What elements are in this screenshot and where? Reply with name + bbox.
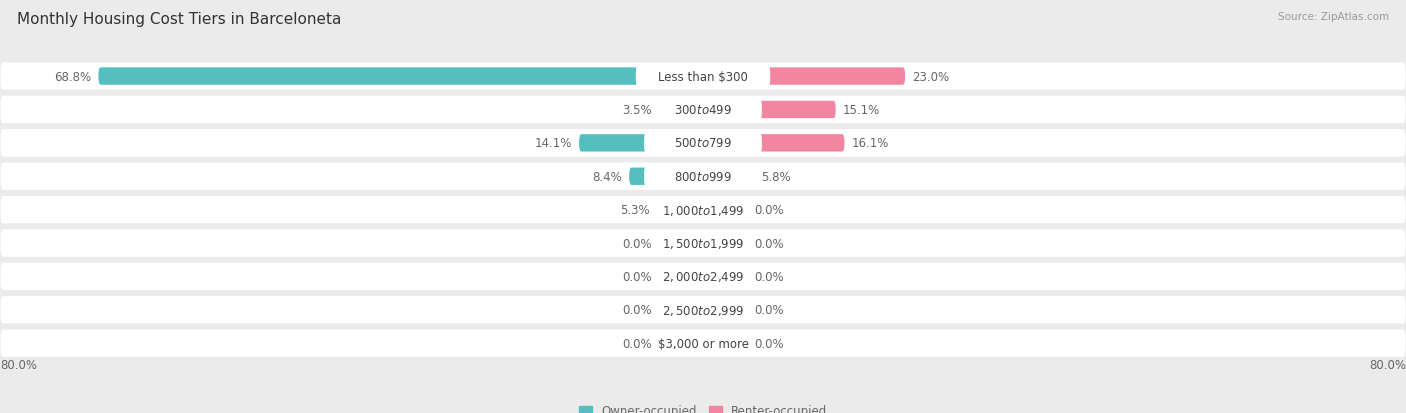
- Legend: Owner-occupied, Renter-occupied: Owner-occupied, Renter-occupied: [579, 404, 827, 413]
- Text: 0.0%: 0.0%: [754, 204, 783, 216]
- FancyBboxPatch shape: [579, 135, 703, 152]
- Text: 23.0%: 23.0%: [912, 70, 949, 83]
- FancyBboxPatch shape: [657, 202, 703, 219]
- FancyBboxPatch shape: [0, 263, 1406, 290]
- FancyBboxPatch shape: [627, 233, 779, 254]
- FancyBboxPatch shape: [703, 202, 747, 219]
- Text: 0.0%: 0.0%: [754, 304, 783, 316]
- Text: $1,000 to $1,499: $1,000 to $1,499: [662, 203, 744, 217]
- FancyBboxPatch shape: [636, 67, 770, 87]
- FancyBboxPatch shape: [659, 301, 703, 319]
- Text: 80.0%: 80.0%: [0, 358, 37, 371]
- FancyBboxPatch shape: [659, 335, 703, 352]
- FancyBboxPatch shape: [0, 197, 1406, 224]
- FancyBboxPatch shape: [0, 297, 1406, 324]
- Text: 0.0%: 0.0%: [623, 337, 652, 350]
- FancyBboxPatch shape: [0, 130, 1406, 157]
- Text: $500 to $799: $500 to $799: [673, 137, 733, 150]
- Text: 15.1%: 15.1%: [842, 104, 880, 117]
- Text: 8.4%: 8.4%: [592, 170, 621, 183]
- FancyBboxPatch shape: [703, 168, 754, 185]
- Text: 14.1%: 14.1%: [534, 137, 572, 150]
- Text: 0.0%: 0.0%: [754, 237, 783, 250]
- FancyBboxPatch shape: [659, 235, 703, 252]
- Text: Less than $300: Less than $300: [658, 70, 748, 83]
- Text: 5.3%: 5.3%: [620, 204, 650, 216]
- Text: Source: ZipAtlas.com: Source: ZipAtlas.com: [1278, 12, 1389, 22]
- FancyBboxPatch shape: [659, 268, 703, 285]
- Text: 5.8%: 5.8%: [761, 170, 790, 183]
- FancyBboxPatch shape: [703, 268, 747, 285]
- FancyBboxPatch shape: [644, 100, 762, 120]
- FancyBboxPatch shape: [0, 163, 1406, 190]
- FancyBboxPatch shape: [659, 102, 703, 119]
- FancyBboxPatch shape: [703, 301, 747, 319]
- FancyBboxPatch shape: [0, 230, 1406, 257]
- Text: Monthly Housing Cost Tiers in Barceloneta: Monthly Housing Cost Tiers in Barcelonet…: [17, 12, 342, 27]
- FancyBboxPatch shape: [703, 335, 747, 352]
- FancyBboxPatch shape: [644, 133, 762, 154]
- FancyBboxPatch shape: [703, 68, 905, 85]
- Text: $300 to $499: $300 to $499: [673, 104, 733, 117]
- Text: $2,000 to $2,499: $2,000 to $2,499: [662, 270, 744, 284]
- FancyBboxPatch shape: [0, 63, 1406, 90]
- FancyBboxPatch shape: [703, 235, 747, 252]
- Text: $2,500 to $2,999: $2,500 to $2,999: [662, 303, 744, 317]
- Text: 3.5%: 3.5%: [623, 104, 652, 117]
- Text: 80.0%: 80.0%: [1369, 358, 1406, 371]
- FancyBboxPatch shape: [627, 267, 779, 287]
- Text: $1,500 to $1,999: $1,500 to $1,999: [662, 237, 744, 250]
- Text: 0.0%: 0.0%: [754, 337, 783, 350]
- Text: $3,000 or more: $3,000 or more: [658, 337, 748, 350]
- Text: 0.0%: 0.0%: [623, 304, 652, 316]
- Text: 68.8%: 68.8%: [55, 70, 91, 83]
- Text: 0.0%: 0.0%: [754, 270, 783, 283]
- FancyBboxPatch shape: [703, 102, 835, 119]
- Text: 0.0%: 0.0%: [623, 237, 652, 250]
- FancyBboxPatch shape: [630, 168, 703, 185]
- FancyBboxPatch shape: [0, 97, 1406, 124]
- FancyBboxPatch shape: [627, 300, 779, 320]
- FancyBboxPatch shape: [627, 200, 779, 220]
- Text: 0.0%: 0.0%: [623, 270, 652, 283]
- FancyBboxPatch shape: [98, 68, 703, 85]
- FancyBboxPatch shape: [636, 333, 770, 354]
- Text: 16.1%: 16.1%: [852, 137, 889, 150]
- FancyBboxPatch shape: [644, 167, 762, 187]
- FancyBboxPatch shape: [0, 330, 1406, 357]
- FancyBboxPatch shape: [703, 135, 845, 152]
- Text: $800 to $999: $800 to $999: [673, 170, 733, 183]
